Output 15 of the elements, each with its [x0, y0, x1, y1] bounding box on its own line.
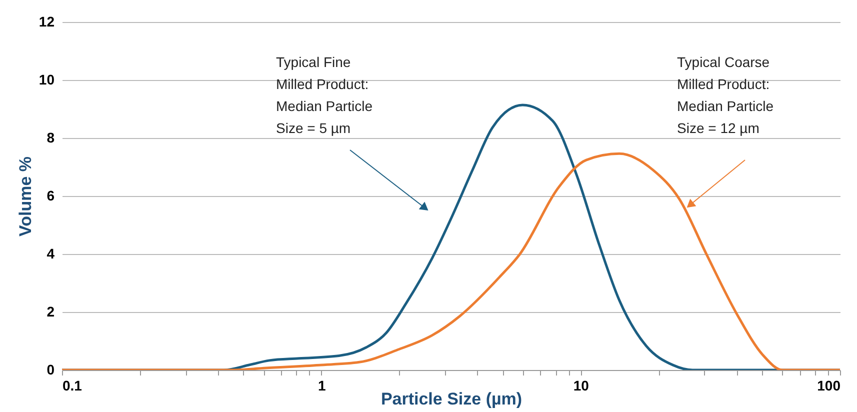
y-tick-label: 0: [46, 362, 55, 378]
y-tick-label: 10: [38, 72, 55, 88]
x-tick-label: 1: [318, 378, 326, 394]
y-tick-label: 4: [46, 246, 55, 262]
y-axis-title: Volume %: [16, 156, 35, 236]
y-tick-label: 2: [46, 304, 55, 320]
x-axis-title: Particle Size (µm): [380, 390, 522, 408]
annotation: Typical Coarse Milled Product: Median Particle Size = 12 µm: [677, 54, 774, 136]
y-tick-label: 8: [46, 130, 55, 146]
annotation: Typical Fine Milled Product: Median Particle Size = 5 µm: [276, 54, 373, 136]
x-tick-label: 100: [817, 378, 841, 394]
y-tick-label: 12: [38, 14, 55, 30]
y-tick-label: 6: [46, 188, 55, 204]
x-tick-label: 10: [573, 378, 590, 394]
x-tick-label: 0.1: [62, 378, 82, 394]
